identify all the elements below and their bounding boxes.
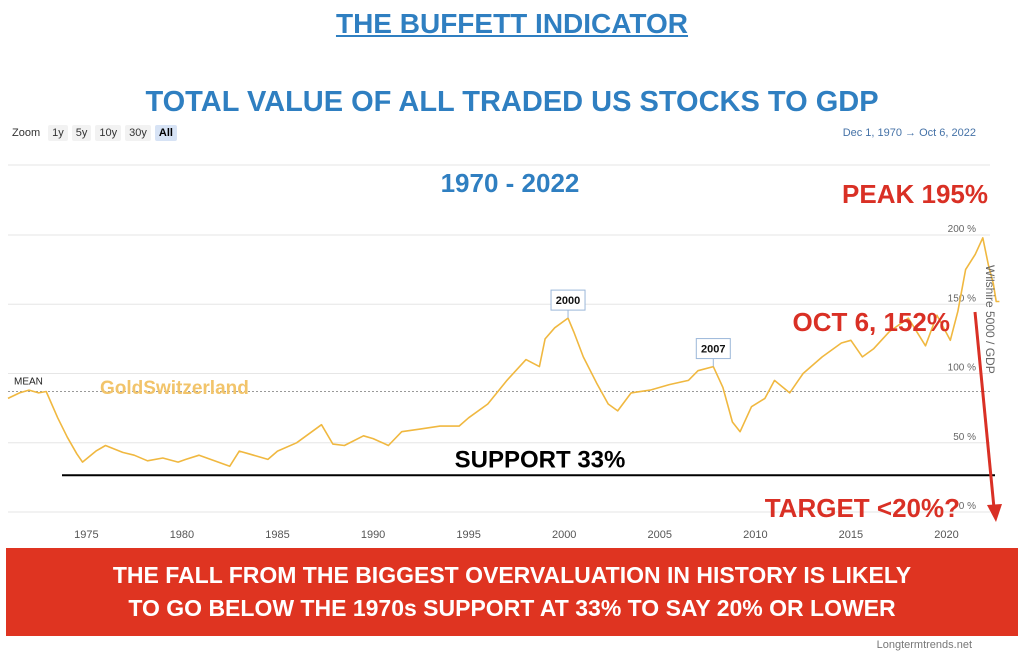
x-tick-label: 1995	[456, 529, 480, 541]
watermark-text: GoldSwitzerland	[100, 378, 249, 399]
flag-label: 2000	[556, 295, 580, 307]
x-tick-label: 1980	[170, 529, 194, 541]
annotation-label: PEAK 195%	[842, 179, 988, 209]
x-tick-label: 2010	[743, 529, 767, 541]
x-tick-label: 2000	[552, 529, 576, 541]
y-tick-label: 100 %	[948, 363, 976, 374]
flag-box	[550, 289, 586, 311]
conclusion-banner: THE FALL FROM THE BIGGEST OVERVALUATION …	[6, 548, 1018, 636]
x-tick-label: 2005	[648, 529, 672, 541]
mean-label: MEAN	[14, 377, 43, 388]
series-line	[7, 237, 1000, 468]
y-tick-labels: 0 % 50 % 100 % 150 % 200 %	[948, 224, 976, 512]
banner-line-1: THE FALL FROM THE BIGGEST OVERVALUATION …	[112, 562, 912, 588]
x-tick-label: 1975	[74, 529, 98, 541]
page-title: THE BUFFETT INDICATOR	[335, 8, 689, 39]
y-tick-label: 150 %	[948, 293, 976, 304]
zoom-10y-button[interactable]: 10y	[95, 125, 122, 141]
buffett-indicator-chart: 0 %50 %100 %150 %200 % 1975 1980 1985 1990 1…	[7, 164, 1002, 541]
flag-box	[695, 338, 731, 360]
y-tick-label: 0 %	[959, 501, 976, 512]
annotation-label: OCT 6, 152%	[792, 307, 950, 337]
support-label: SUPPORT 33%	[455, 446, 626, 473]
y-tick-label: 50 %	[953, 432, 976, 443]
zoom-all-button[interactable]: All	[154, 125, 177, 141]
page-subtitle: TOTAL VALUE OF ALL TRADED US STOCKS TO G…	[145, 86, 879, 118]
zoom-30y-button[interactable]: 30y	[125, 125, 151, 141]
banner-line-2: TO GO BELOW THE 1970s SUPPORT AT 33% TO …	[128, 595, 896, 621]
date-range[interactable]: Dec 1, 1970 → Oct 6, 2022	[842, 127, 976, 139]
x-tick-labels: 1975 1980 1985 1990 1995 2000 2005 2010 2015 2020	[74, 529, 959, 541]
target-arrow	[973, 311, 996, 509]
zoom-label: Zoom	[12, 127, 41, 139]
x-tick-label: 1990	[361, 529, 385, 541]
y-tick-label: 200 %	[948, 224, 976, 235]
x-tick-label: 2020	[934, 529, 958, 541]
zoom-bar: Zoom 1y 5y 10y 30y All	[8, 125, 177, 141]
target-arrowhead	[987, 504, 1002, 522]
y-axis-label: Wilshire 5000 / GDP	[983, 265, 997, 374]
flag-label: 2007	[701, 344, 725, 356]
period-label: 1970 - 2022	[441, 168, 580, 198]
source-credit: Longtermtrends.net	[876, 639, 972, 651]
event-flags: 2000 2007	[550, 289, 731, 367]
y-grid	[8, 164, 990, 513]
x-tick-label: 2015	[839, 529, 863, 541]
zoom-5y-button[interactable]: 5y	[71, 125, 92, 141]
annotation-label: TARGET <20%?	[765, 493, 960, 523]
x-tick-label: 1985	[265, 529, 289, 541]
zoom-1y-button[interactable]: 1y	[48, 125, 68, 141]
annotations: PEAK 195% OCT 6, 152% TARGET <20%?	[765, 179, 988, 523]
